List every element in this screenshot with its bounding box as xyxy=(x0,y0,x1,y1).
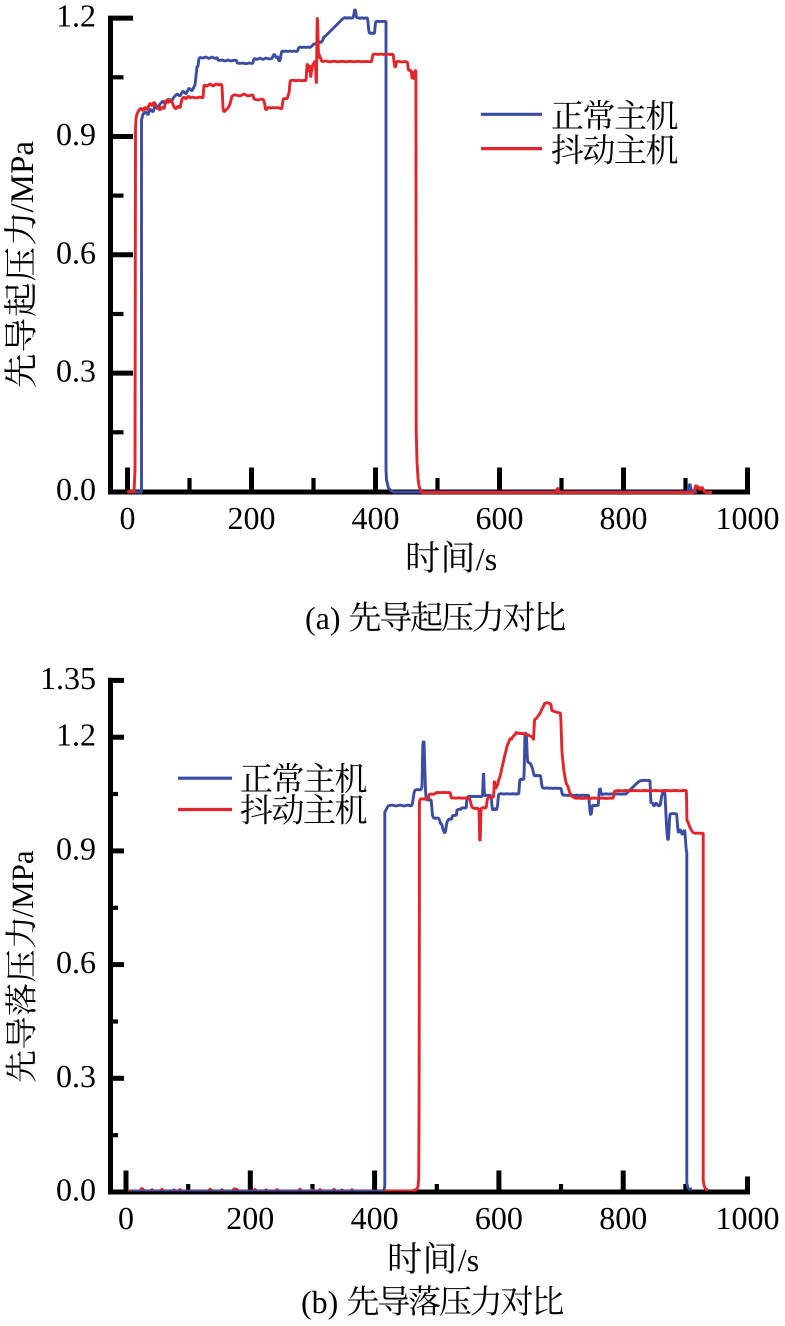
svg-text:1.2: 1.2 xyxy=(56,0,96,34)
svg-text:(a): (a) xyxy=(305,600,347,636)
svg-text:0.0: 0.0 xyxy=(56,471,96,507)
svg-text:400: 400 xyxy=(352,500,400,536)
svg-text:0.3: 0.3 xyxy=(56,1058,96,1094)
svg-text:800: 800 xyxy=(600,500,648,536)
svg-text:/s: /s xyxy=(458,1242,479,1278)
svg-text:0.3: 0.3 xyxy=(56,353,96,389)
svg-text:0.6: 0.6 xyxy=(56,944,96,980)
svg-text:0.9: 0.9 xyxy=(56,830,96,866)
svg-text:(b): (b) xyxy=(301,1284,345,1320)
svg-text:/s: /s xyxy=(476,541,497,577)
svg-text:800: 800 xyxy=(599,1200,647,1236)
svg-text:1.35: 1.35 xyxy=(40,660,96,696)
svg-text:1000: 1000 xyxy=(716,500,780,536)
svg-text:/MPa: /MPa xyxy=(5,850,40,917)
svg-text:1.2: 1.2 xyxy=(56,717,96,753)
svg-text:200: 200 xyxy=(228,500,276,536)
svg-text:600: 600 xyxy=(476,500,524,536)
svg-text:0.6: 0.6 xyxy=(56,234,96,270)
svg-text:200: 200 xyxy=(226,1200,274,1236)
svg-text:0.0: 0.0 xyxy=(56,1172,96,1208)
svg-text:0.9: 0.9 xyxy=(56,116,96,152)
svg-text:400: 400 xyxy=(351,1200,399,1236)
svg-text:0: 0 xyxy=(118,1200,134,1236)
svg-text:600: 600 xyxy=(475,1200,523,1236)
svg-text:0: 0 xyxy=(120,500,136,536)
svg-text:1000: 1000 xyxy=(716,1200,780,1236)
svg-text:/MPa: /MPa xyxy=(5,141,41,213)
